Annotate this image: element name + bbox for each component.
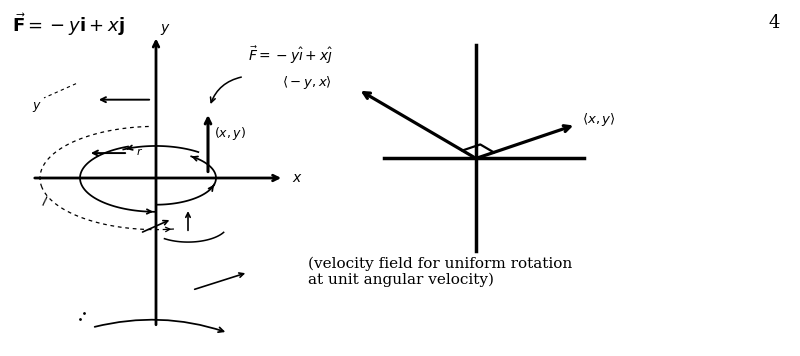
Text: $\vec{F}=-y\hat{\imath}+x\hat{\jmath}$: $\vec{F}=-y\hat{\imath}+x\hat{\jmath}$: [248, 44, 334, 66]
Text: $\langle x,y \rangle$: $\langle x,y \rangle$: [582, 111, 616, 128]
Text: $l$: $l$: [40, 195, 49, 209]
Text: (velocity field for uniform rotation
at unit angular velocity): (velocity field for uniform rotation at …: [308, 256, 572, 287]
Text: $\vec{\mathbf{F}} = -y\mathbf{i} + x\mathbf{j}$: $\vec{\mathbf{F}} = -y\mathbf{i} + x\mat…: [12, 11, 125, 37]
Text: 4: 4: [769, 14, 780, 32]
Text: $(x,y)$: $(x,y)$: [214, 125, 246, 142]
Text: $y$: $y$: [160, 22, 170, 37]
Text: $\langle -y,x \rangle$: $\langle -y,x \rangle$: [282, 74, 332, 91]
Text: $y$: $y$: [32, 100, 42, 114]
Text: $x$: $x$: [292, 171, 302, 184]
Text: $r$: $r$: [136, 146, 143, 157]
